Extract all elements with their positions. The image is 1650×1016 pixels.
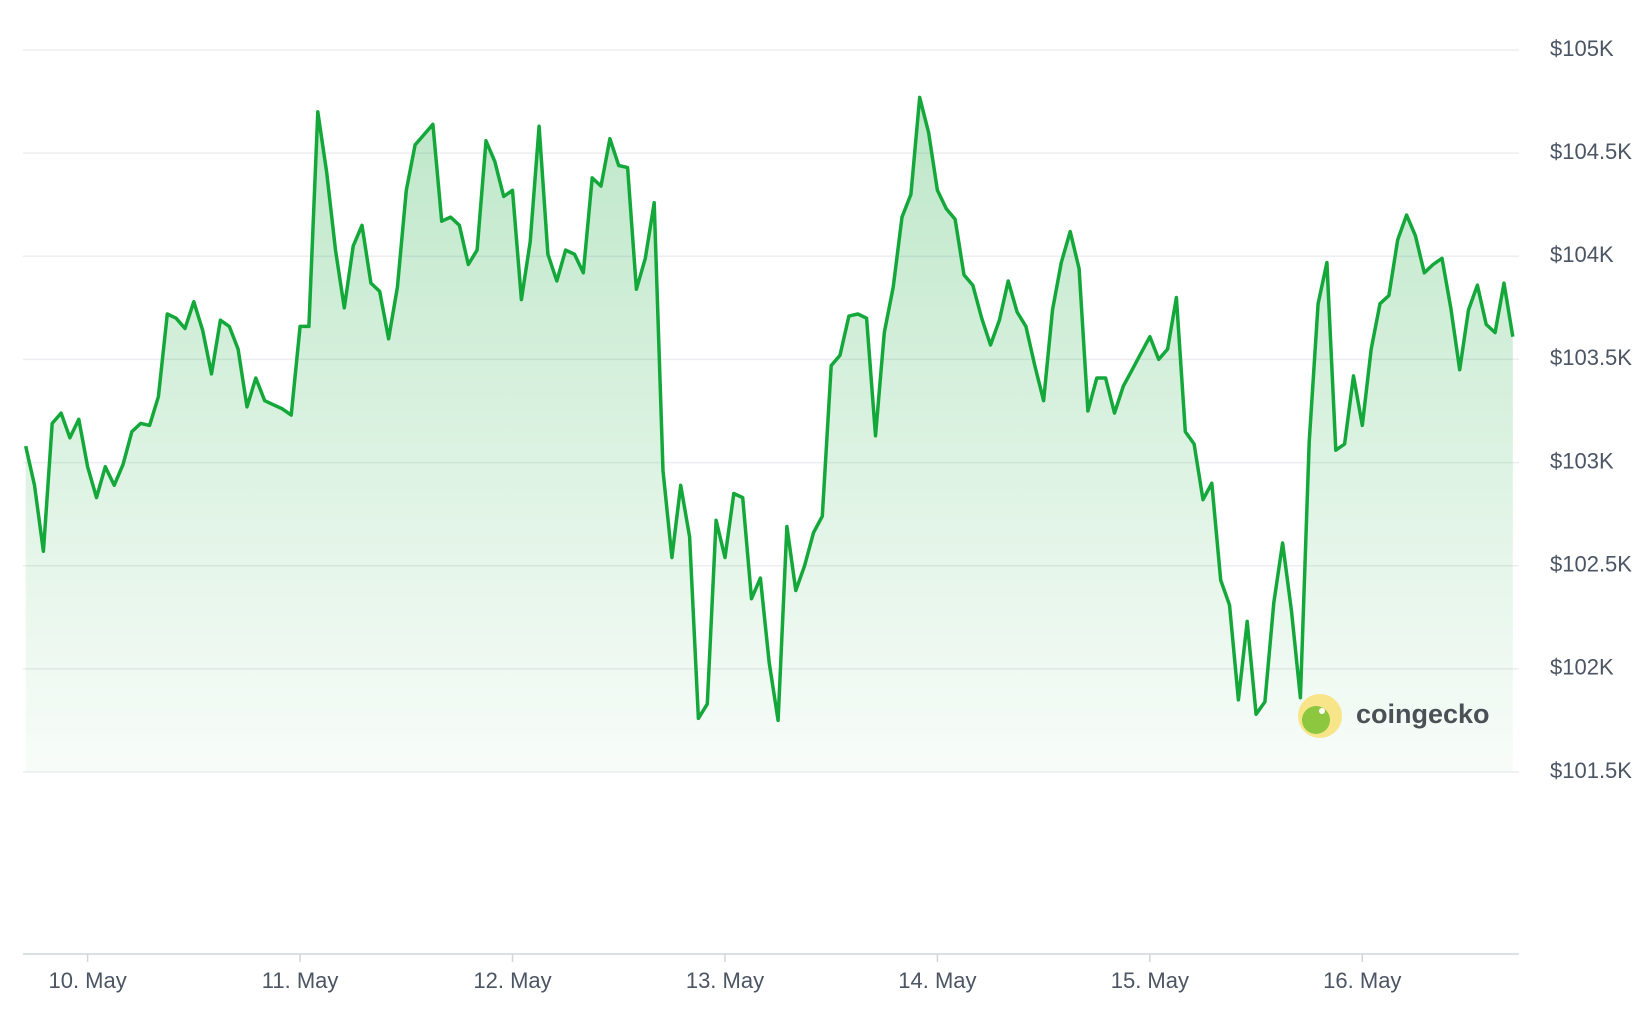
area-fill xyxy=(25,97,1513,772)
y-tick-label: $102.5K xyxy=(1550,552,1632,577)
y-tick-label: $103K xyxy=(1550,448,1614,473)
brand-name: coingecko xyxy=(1356,699,1490,729)
y-tick-label: $105K xyxy=(1550,36,1614,61)
x-tick-label: 13. May xyxy=(686,968,764,993)
x-tick-label: 11. May xyxy=(262,968,339,993)
x-tick-label: 14. May xyxy=(898,968,976,993)
x-tick-label: 15. May xyxy=(1111,968,1189,993)
y-tick-label: $101.5K xyxy=(1550,758,1632,783)
brand-icon-body xyxy=(1302,706,1330,734)
x-tick-label: 10. May xyxy=(48,968,126,993)
brand: coingecko xyxy=(1298,694,1490,738)
price-line xyxy=(23,95,1515,723)
y-tick-label: $104K xyxy=(1550,242,1614,267)
brand-icon-eye xyxy=(1319,708,1325,714)
y-tick-label: $102K xyxy=(1550,655,1614,680)
x-tick-label: 12. May xyxy=(473,968,551,993)
y-tick-label: $103.5K xyxy=(1550,345,1632,370)
x-tick-label: 16. May xyxy=(1323,968,1401,993)
y-tick-label: $104.5K xyxy=(1550,139,1632,164)
